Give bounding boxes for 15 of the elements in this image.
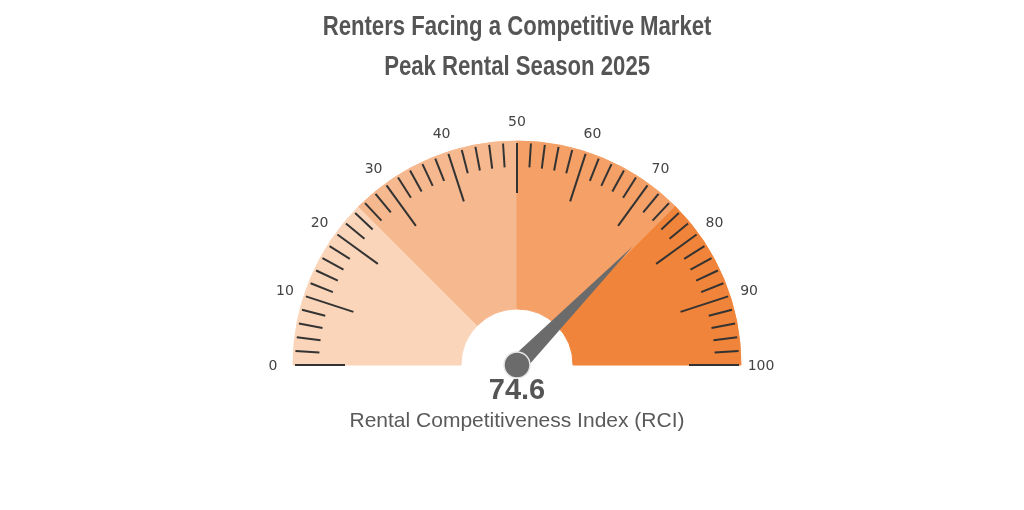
text: 0 (268, 357, 278, 373)
text: 50 (508, 113, 526, 129)
text: 30 (364, 159, 383, 176)
text: 100 (747, 357, 775, 373)
chart-title: Renters Facing a Competitive Market (322, 10, 712, 42)
text: 60 (583, 124, 602, 141)
text: 40 (432, 124, 451, 141)
text: Rental Competitiveness Index (RCI) (349, 408, 685, 431)
text: 70 (651, 159, 670, 176)
text: 20 (310, 213, 329, 230)
text: 90 (740, 281, 758, 298)
text: 80 (705, 213, 724, 230)
text: 10 (276, 281, 294, 298)
chart-subtitle: Peak Rental Season 2025 (384, 50, 650, 82)
text: 74.6 (488, 373, 546, 405)
